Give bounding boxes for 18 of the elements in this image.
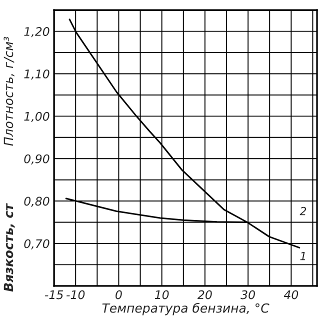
y-tick-label: 0,80 [24,196,50,207]
y-tick-label: 1,00 [24,112,50,122]
y-tick-label: 1,20 [24,27,50,38]
x-tick-label: 20 [197,290,212,300]
y-axis-title: Плотность, г/см³ [4,36,14,146]
x-tick-label: -15 [44,290,64,300]
x-axis-title: Температура бензина, °C [102,302,270,316]
x-tick-label: 10 [154,290,169,300]
text: 2 [300,206,306,216]
x-tick-label: -10 [66,290,85,300]
series-label: 1 [300,252,306,260]
y-tick-label: 0,90 [24,154,50,164]
y-tick-label: 0,70 [24,239,50,250]
x-tick-label: 40 [284,290,298,300]
x-tick-label: 30 [240,290,255,300]
x-tick-label: 0 [116,290,122,300]
text: Вязкость, ст [4,203,15,292]
y-tick-label: 1,10 [24,69,50,80]
